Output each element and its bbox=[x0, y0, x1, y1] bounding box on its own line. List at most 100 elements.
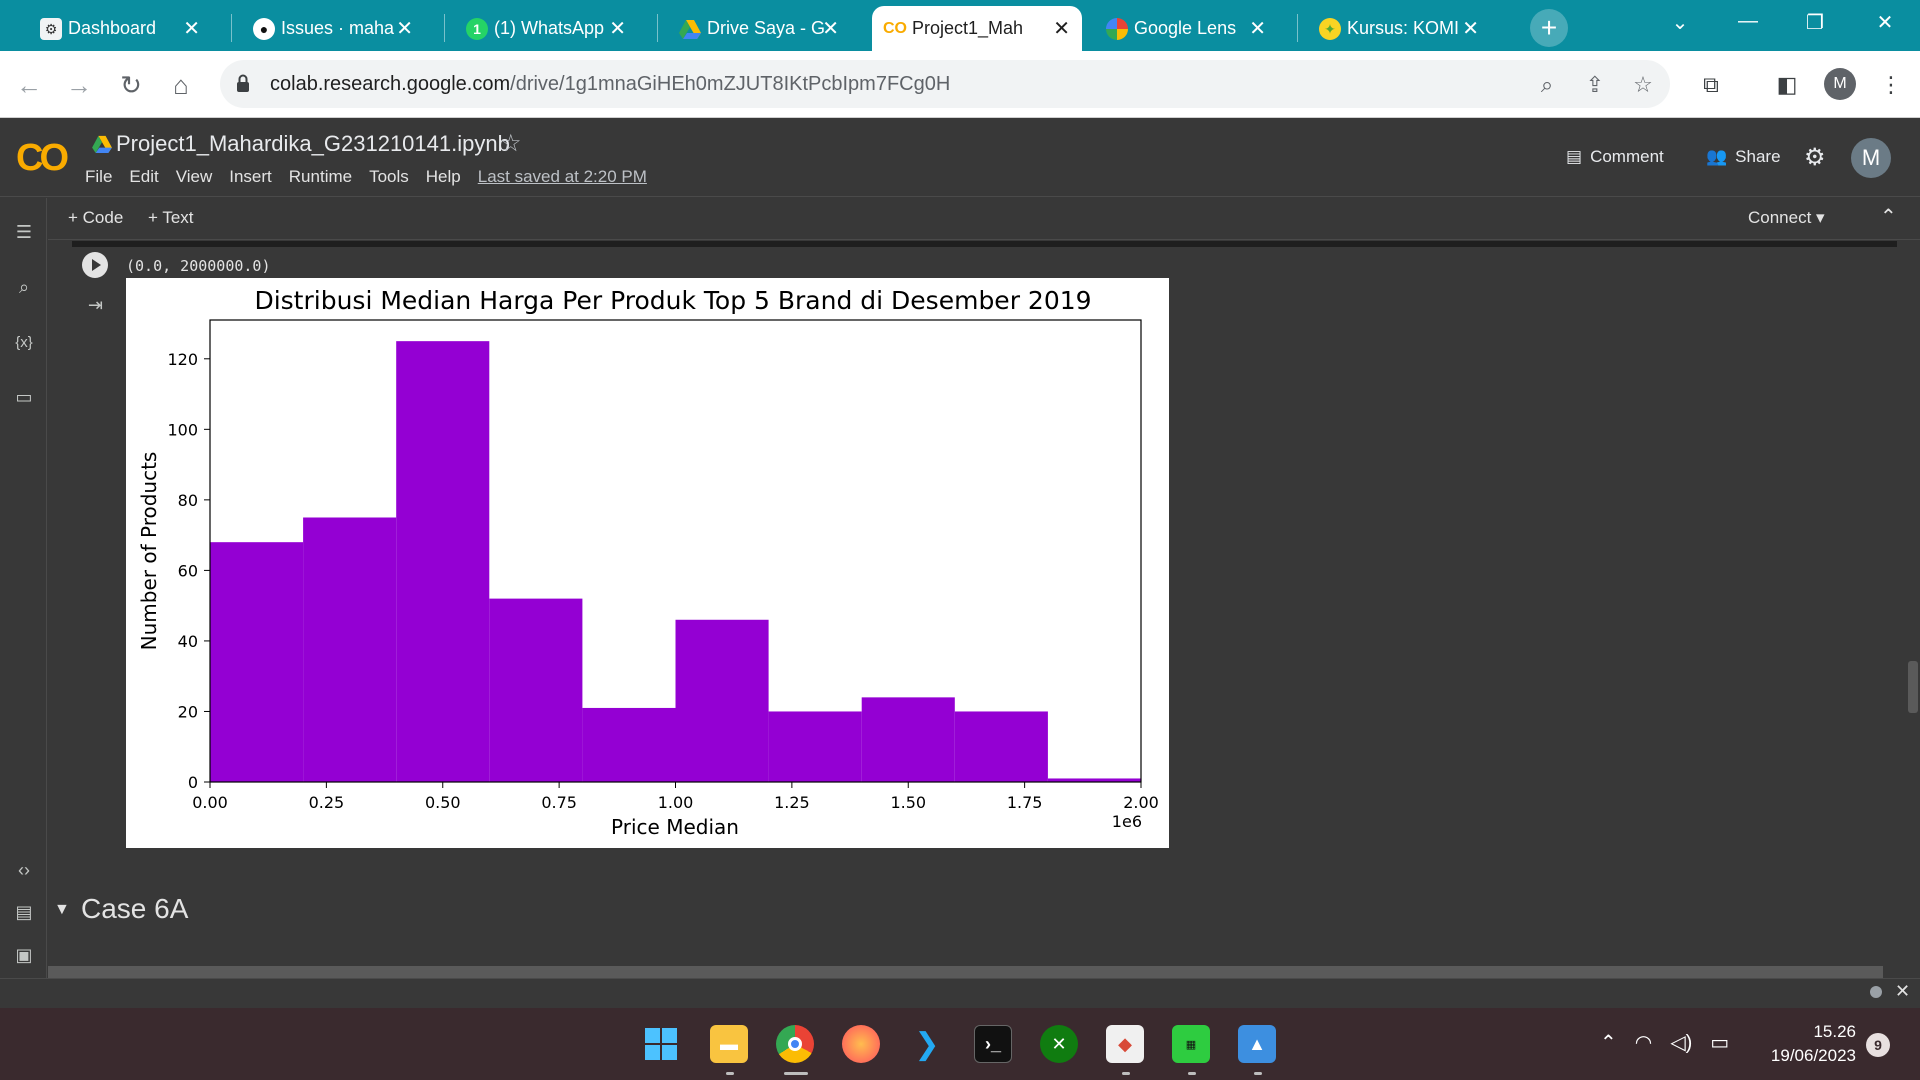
status-dot-icon bbox=[1870, 986, 1882, 998]
colab-icon: CO bbox=[883, 20, 907, 37]
reload-icon[interactable]: ↻ bbox=[120, 69, 142, 100]
photos-icon[interactable]: ▲ bbox=[1238, 1025, 1276, 1063]
git-icon[interactable]: ◆ bbox=[1106, 1025, 1144, 1063]
bookmark-star-icon[interactable]: ☆ bbox=[1633, 72, 1653, 97]
forward-icon[interactable]: → bbox=[66, 69, 92, 100]
y-tick-label: 0 bbox=[188, 773, 198, 792]
y-tick-label: 60 bbox=[178, 561, 198, 580]
tab-close-icon[interactable]: ✕ bbox=[396, 18, 413, 40]
restore-icon[interactable]: ❐ bbox=[1806, 12, 1824, 34]
table-of-contents-icon[interactable]: ☰ bbox=[15, 221, 33, 242]
tab-close-icon[interactable]: ✕ bbox=[1462, 18, 1479, 40]
add-code-button[interactable]: + Code bbox=[68, 208, 124, 227]
back-icon[interactable]: ← bbox=[16, 69, 42, 100]
side-panel-icon[interactable]: ◧ bbox=[1776, 72, 1798, 97]
chart-title: Distribusi Median Harga Per Produk Top 5… bbox=[254, 286, 1091, 315]
profile-avatar[interactable]: M bbox=[1824, 68, 1856, 100]
histogram-bar bbox=[210, 542, 304, 782]
share-button[interactable]: 👥 Share bbox=[1706, 147, 1781, 166]
x-tick-label: 0.50 bbox=[425, 793, 461, 812]
code-snippets-icon[interactable]: ‹› bbox=[18, 859, 30, 880]
notebook-area: ⇥ (0.0, 2000000.0) Distribusi Median Har… bbox=[48, 241, 1920, 978]
menu-view[interactable]: View bbox=[175, 167, 213, 186]
vertical-scrollbar-thumb[interactable] bbox=[1908, 661, 1918, 713]
tab-search-icon[interactable]: ⌄ bbox=[1671, 12, 1689, 34]
comment-button[interactable]: ▤ Comment bbox=[1566, 147, 1664, 166]
star-icon[interactable]: ☆ bbox=[500, 130, 522, 157]
clock-date[interactable]: 19/06/2023 bbox=[1770, 1046, 1856, 1065]
browser-toolbar: ← → ↻ ⌂ colab.research.google.com/drive/… bbox=[0, 51, 1920, 118]
tab-close-icon[interactable]: ✕ bbox=[1053, 18, 1070, 40]
notebook-title[interactable]: Project1_Mahardika_G231210141.ipynb bbox=[116, 131, 510, 156]
browser-tab-google-lens[interactable]: Google Lens ✕ bbox=[1094, 6, 1278, 51]
browser-tab-kursus[interactable]: ✦ Kursus: KOMI ✕ bbox=[1307, 6, 1491, 51]
people-icon: 👥 bbox=[1706, 147, 1728, 166]
browser-tab-colab[interactable]: CO Project1_Mah ✕ bbox=[872, 6, 1082, 51]
close-status-icon[interactable]: ✕ bbox=[1895, 981, 1911, 1001]
browser-tab-whatsapp[interactable]: 1 (1) WhatsApp ✕ bbox=[454, 6, 638, 51]
new-tab-button[interactable]: + bbox=[1530, 9, 1568, 47]
browser-menu-icon[interactable]: ⋮ bbox=[1880, 72, 1902, 97]
tab-close-icon[interactable]: ✕ bbox=[183, 18, 200, 40]
chrome-icon[interactable] bbox=[776, 1025, 814, 1063]
notification-badge[interactable]: 9 bbox=[1866, 1033, 1890, 1057]
zoom-icon[interactable]: ⌕ bbox=[1540, 72, 1554, 97]
clock-time[interactable]: 15.26 bbox=[1813, 1022, 1856, 1041]
browser-tab-drive[interactable]: Drive Saya - G ✕ bbox=[667, 6, 851, 51]
horizontal-scrollbar[interactable] bbox=[48, 966, 1883, 978]
command-palette-icon[interactable]: ▤ bbox=[15, 901, 33, 922]
tray-overflow-icon[interactable]: ⌃ bbox=[1600, 1032, 1617, 1054]
folder-icon[interactable]: ▭ bbox=[15, 386, 33, 407]
menu-tools[interactable]: Tools bbox=[369, 167, 409, 186]
cell-toolbar: + Code + Text Connect ▾ ⌃ bbox=[48, 198, 1920, 240]
settings-gear-icon[interactable]: ⚙ bbox=[1804, 144, 1826, 171]
browser-tab-dashboard[interactable]: ⚙ Dashboard ✕ bbox=[28, 6, 212, 51]
x-tick-label: 1.25 bbox=[774, 793, 810, 812]
variables-icon[interactable]: {x} bbox=[15, 333, 33, 351]
vscode-icon[interactable]: ❯ bbox=[914, 1027, 940, 1061]
x-tick-label: 1.75 bbox=[1007, 793, 1043, 812]
xbox-icon[interactable]: ✕ bbox=[1040, 1025, 1078, 1063]
menu-help[interactable]: Help bbox=[425, 167, 461, 186]
cell-output-text: (0.0, 2000000.0) bbox=[126, 257, 271, 275]
file-explorer-icon[interactable]: ▬ bbox=[710, 1025, 748, 1063]
share-page-icon[interactable]: ⇪ bbox=[1585, 72, 1605, 97]
colab-logo[interactable]: CO bbox=[16, 137, 69, 179]
colab-header: CO Project1_Mahardika_G231210141.ipynb ☆… bbox=[0, 119, 1920, 197]
wifi-icon[interactable]: ◠ bbox=[1634, 1032, 1653, 1054]
lens-icon bbox=[1106, 18, 1128, 40]
output-actions-icon[interactable]: ⇥ bbox=[88, 295, 104, 315]
whatsapp-icon: 1 bbox=[466, 18, 488, 40]
y-tick-label: 80 bbox=[178, 491, 198, 510]
volume-icon[interactable]: ◁) bbox=[1670, 1032, 1693, 1054]
add-text-button[interactable]: + Text bbox=[148, 208, 194, 227]
terminal-icon[interactable]: ▣ bbox=[15, 944, 33, 965]
search-icon[interactable]: ⌕ bbox=[18, 276, 30, 297]
app-icon[interactable]: ▦ bbox=[1172, 1025, 1210, 1063]
user-avatar[interactable]: M bbox=[1851, 138, 1891, 178]
tab-close-icon[interactable]: ✕ bbox=[609, 18, 626, 40]
menu-edit[interactable]: Edit bbox=[129, 167, 159, 186]
run-cell-button[interactable] bbox=[82, 252, 108, 278]
collapse-header-icon[interactable]: ⌃ bbox=[1880, 206, 1897, 228]
minimize-icon[interactable]: — bbox=[1738, 10, 1758, 32]
home-icon[interactable]: ⌂ bbox=[173, 69, 189, 100]
menu-runtime[interactable]: Runtime bbox=[288, 167, 353, 186]
tab-close-icon[interactable]: ✕ bbox=[1249, 18, 1266, 40]
menu-file[interactable]: File bbox=[85, 167, 113, 186]
menu-insert[interactable]: Insert bbox=[229, 167, 272, 186]
address-bar[interactable]: colab.research.google.com/drive/1g1mnaGi… bbox=[220, 60, 1670, 108]
section-collapse-toggle[interactable]: ▼ bbox=[54, 901, 70, 918]
firefox-icon[interactable] bbox=[842, 1025, 880, 1063]
extensions-icon[interactable]: ⧉ bbox=[1703, 72, 1719, 97]
close-window-icon[interactable]: ✕ bbox=[1876, 12, 1894, 34]
last-saved-link[interactable]: Last saved at 2:20 PM bbox=[477, 167, 647, 186]
windows-start-icon[interactable] bbox=[642, 1025, 680, 1063]
terminal-app-icon[interactable]: ›_ bbox=[974, 1025, 1012, 1063]
browser-tab-issues[interactable]: ● Issues · maha ✕ bbox=[241, 6, 425, 51]
y-tick-label: 40 bbox=[178, 632, 198, 651]
x-tick-label: 1.50 bbox=[890, 793, 926, 812]
tab-close-icon[interactable]: ✕ bbox=[822, 18, 839, 40]
battery-icon[interactable]: ▭ bbox=[1710, 1032, 1730, 1054]
connect-button[interactable]: Connect ▾ bbox=[1748, 208, 1825, 227]
